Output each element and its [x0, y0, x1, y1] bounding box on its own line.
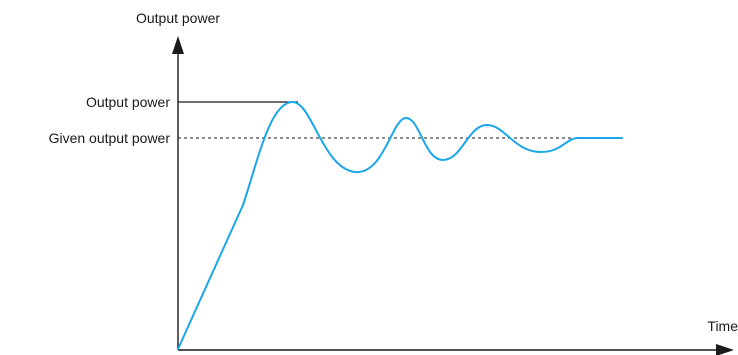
x-axis-title: Time: [707, 318, 738, 334]
peak-level-label: Output power: [86, 94, 170, 110]
y-axis-arrowhead: [172, 36, 184, 54]
y-axis-title: Output power: [136, 10, 220, 26]
response-curve: [177, 100, 623, 350]
x-axis-arrowhead: [716, 344, 734, 355]
setpoint-level-label: Given output power: [49, 130, 171, 146]
